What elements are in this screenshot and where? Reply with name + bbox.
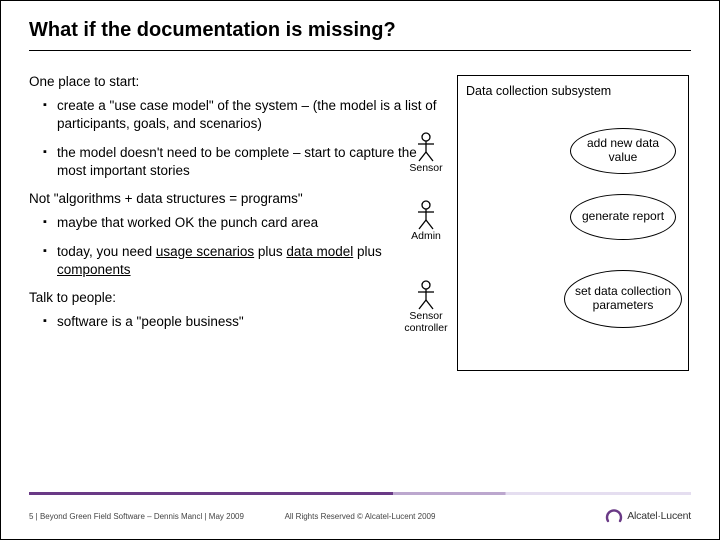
bullets-3: software is a "people business"	[29, 313, 449, 331]
actor-sensor-controller-label: Sensor controller	[398, 311, 454, 334]
lead-3: Talk to people:	[29, 289, 449, 307]
b2b-u1: usage scenarios	[156, 244, 254, 259]
text-column: One place to start: create a "use case m…	[29, 69, 449, 371]
footer-center: All Rights Reserved © Alcatel-Lucent 200…	[29, 512, 691, 521]
bullet-3a: software is a "people business"	[43, 313, 449, 331]
actor-sensor-controller: Sensor controller	[398, 280, 454, 334]
bullets-1: create a "use case model" of the system …	[29, 97, 449, 180]
lead-2: Not "algorithms + data structures = prog…	[29, 190, 449, 208]
stick-figure-icon	[415, 132, 437, 162]
bullet-2a: maybe that worked OK the punch card area	[43, 214, 449, 232]
bullet-2b: today, you need usage scenarios plus dat…	[43, 243, 449, 279]
usecase-set-parameters: set data collection parameters	[564, 270, 682, 328]
footer: 5 | Beyond Green Field Software – Dennis…	[29, 507, 691, 525]
stick-figure-icon	[415, 280, 437, 310]
usecase-generate-report: generate report	[570, 194, 676, 240]
actor-admin: Admin	[398, 200, 454, 243]
slide: What if the documentation is missing? On…	[0, 0, 720, 540]
b2b-u3: components	[57, 262, 131, 277]
subsystem-title: Data collection subsystem	[466, 84, 682, 99]
usecase-add-value: add new data value	[570, 128, 676, 174]
b2b-pre: today, you need	[57, 244, 156, 259]
bullet-1a: create a "use case model" of the system …	[43, 97, 449, 133]
slide-title: What if the documentation is missing?	[29, 19, 691, 51]
footer-divider	[29, 492, 691, 495]
actor-sensor: Sensor	[398, 132, 454, 175]
actor-admin-label: Admin	[398, 231, 454, 243]
lead-1: One place to start:	[29, 73, 449, 91]
subsystem-box: Data collection subsystem Sensor	[457, 75, 689, 371]
title-wrap: What if the documentation is missing?	[1, 1, 719, 57]
bullets-2: maybe that worked OK the punch card area…	[29, 214, 449, 279]
b2b-u2: data model	[286, 244, 353, 259]
slide-body: One place to start: create a "use case m…	[1, 57, 719, 371]
b2b-mid2: plus	[353, 244, 382, 259]
bullet-1b: the model doesn't need to be complete – …	[43, 144, 449, 180]
b2b-mid1: plus	[254, 244, 286, 259]
diagram-column: Data collection subsystem Sensor	[449, 69, 689, 371]
actor-sensor-label: Sensor	[398, 163, 454, 175]
stick-figure-icon	[415, 200, 437, 230]
